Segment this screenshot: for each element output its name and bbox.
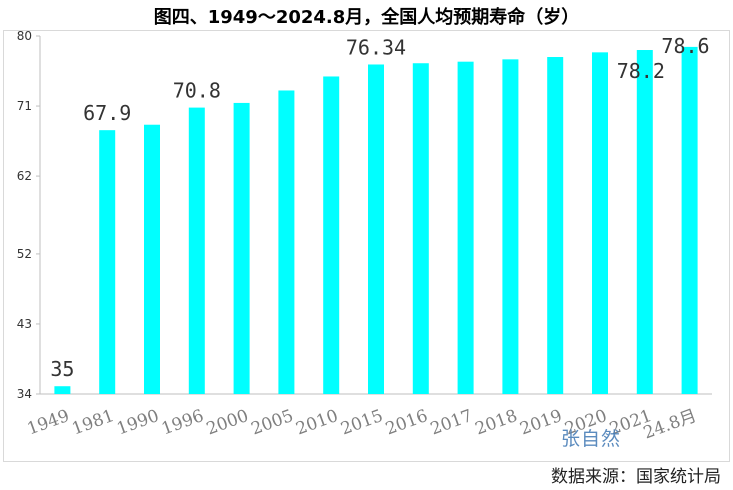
x-tick-label: 2016 [383, 406, 430, 440]
data-label: 76.34 [346, 35, 406, 59]
data-label: 78.2 [617, 59, 665, 83]
y-tick-label: 34 [17, 387, 32, 401]
x-tick-label: 1996 [159, 406, 206, 440]
chart-frame [3, 30, 730, 462]
bar [323, 76, 340, 394]
x-tick-label: 2018 [473, 406, 520, 440]
data-label: 70.8 [173, 79, 221, 103]
x-tick-label: 1949 [25, 406, 72, 440]
x-tick-label: 2005 [249, 406, 296, 440]
bar [188, 107, 205, 394]
bar [636, 50, 653, 394]
x-tick-label: 2017 [428, 406, 475, 440]
bar [502, 59, 519, 394]
bar [233, 102, 250, 395]
data-source: 数据来源：国家统计局 [551, 467, 721, 487]
bar [592, 52, 608, 395]
bar [99, 130, 116, 395]
data-label: 67.9 [83, 101, 131, 125]
bar [278, 90, 295, 394]
x-tick-label: 2019 [517, 406, 564, 440]
y-tick-label: 80 [17, 29, 32, 43]
y-tick-label: 43 [17, 317, 32, 331]
x-tick-label: 2015 [338, 406, 385, 440]
bar [54, 386, 71, 394]
x-tick-label: 2000 [204, 406, 251, 440]
y-tick-label: 52 [17, 247, 32, 261]
watermark-signature: 张自然 [561, 428, 622, 450]
x-tick-label: 1981 [69, 406, 116, 440]
chart-title: 图四、1949～2024.8月，全国人均预期寿命（岁） [153, 7, 580, 28]
bar [681, 46, 698, 394]
y-tick-label: 62 [17, 169, 32, 183]
data-label: 78.6 [661, 34, 709, 58]
x-tick-label: 2010 [293, 406, 340, 440]
bar [547, 57, 564, 395]
bar [368, 64, 384, 394]
x-tick-label: 1990 [114, 406, 161, 440]
bar [144, 124, 160, 394]
bar [457, 61, 474, 394]
bar [412, 63, 429, 394]
data-label: 35 [50, 357, 74, 381]
y-tick-label: 71 [17, 99, 32, 113]
